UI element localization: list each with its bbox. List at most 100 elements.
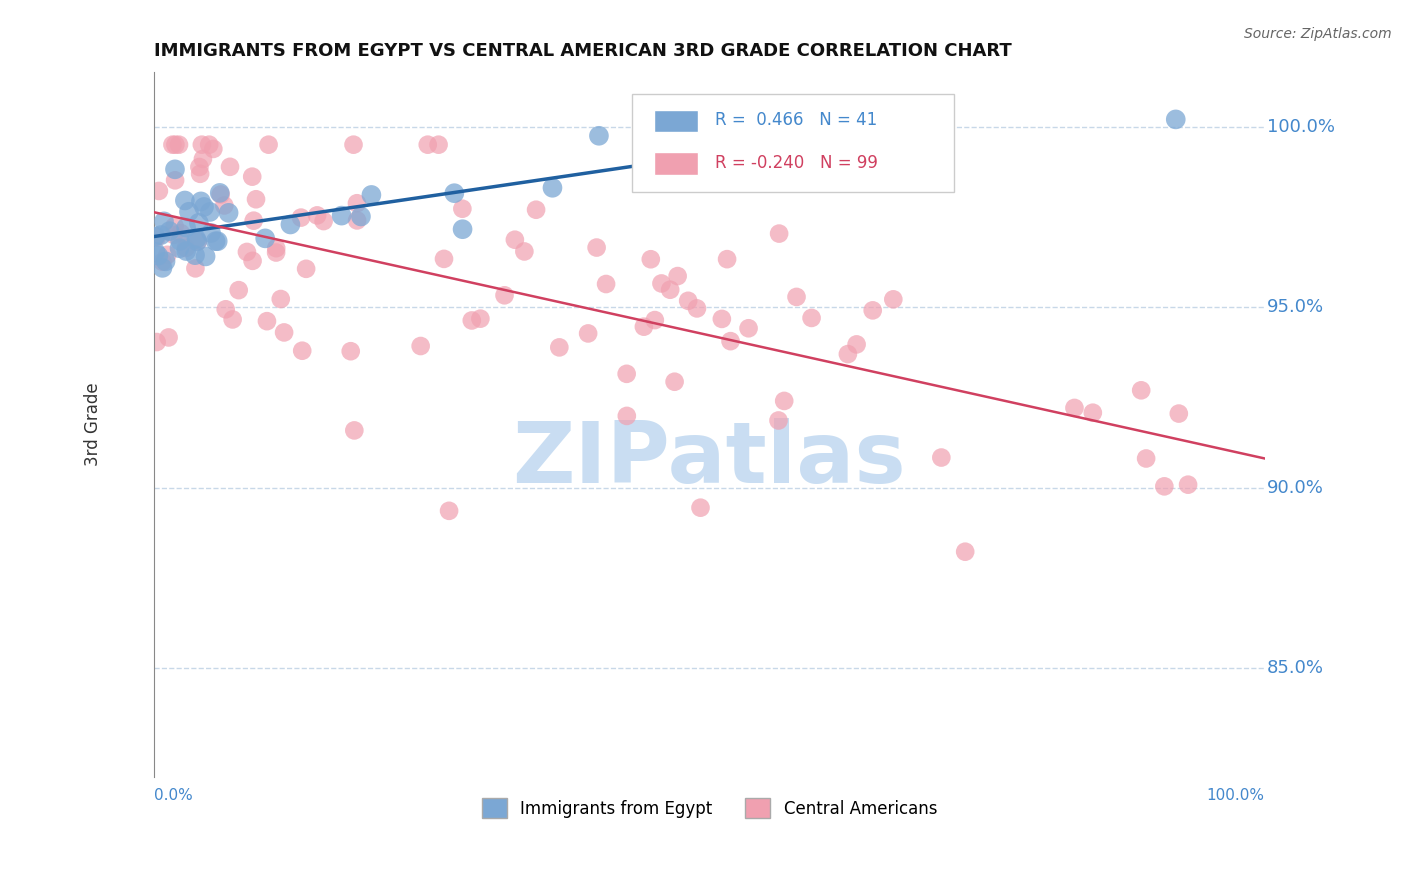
Point [768,227,790,241]
Point [494,288,516,302]
Point [184,261,207,276]
Point [186,235,208,249]
Point [209,187,232,202]
Point [1177,477,1199,491]
Point [295,261,318,276]
Point [202,142,225,156]
Point [159,224,181,238]
Point [257,137,280,152]
Point [207,234,229,248]
Point [153,214,176,228]
Point [650,277,672,291]
Point [548,340,571,354]
Point [330,209,353,223]
Point [576,326,599,341]
Point [191,137,214,152]
FancyBboxPatch shape [631,94,953,192]
Point [953,545,976,559]
Point [174,241,197,255]
Point [800,310,823,325]
Point [191,152,214,166]
Point [451,202,474,216]
Point [163,227,186,242]
Point [1081,406,1104,420]
Text: R =  0.466   N = 41: R = 0.466 N = 41 [716,112,877,129]
Point [145,230,167,244]
Text: IMMIGRANTS FROM EGYPT VS CENTRAL AMERICAN 3RD GRADE CORRELATION CHART: IMMIGRANTS FROM EGYPT VS CENTRAL AMERICA… [155,42,1012,60]
Text: 100.0%: 100.0% [1206,788,1264,803]
Point [198,137,221,152]
Point [346,213,368,227]
Point [773,393,796,408]
Point [342,137,364,152]
Point [228,283,250,297]
Point [737,321,759,335]
Point [148,184,170,198]
Point [433,252,456,266]
Point [186,232,208,246]
Point [346,196,368,211]
Point [245,192,267,206]
Point [666,269,689,284]
Point [416,137,439,152]
Point [256,314,278,328]
Point [184,248,207,262]
Text: ZIPatlas: ZIPatlas [513,418,907,501]
Point [443,186,465,201]
Point [156,248,179,262]
Point [786,290,808,304]
Legend: Immigrants from Egypt, Central Americans: Immigrants from Egypt, Central Americans [475,791,943,825]
Point [219,160,242,174]
Point [1063,401,1085,415]
Text: 0.0%: 0.0% [155,788,193,803]
Point [165,173,187,187]
Point [350,210,373,224]
FancyBboxPatch shape [654,152,699,175]
Text: 100.0%: 100.0% [1267,118,1334,136]
Point [242,253,264,268]
Point [768,413,790,427]
Point [931,450,953,465]
Point [461,313,484,327]
Point [218,206,240,220]
Point [200,226,222,240]
Point [198,205,221,219]
Point [157,330,180,344]
Point [273,326,295,340]
Point [162,137,184,152]
Point [664,375,686,389]
Point [169,234,191,248]
Point [513,244,536,259]
Point [221,312,243,326]
Point [240,169,263,184]
Point [163,219,186,234]
Point [343,424,366,438]
Point [290,211,312,225]
Point [668,145,690,160]
Point [150,228,173,243]
Point [148,249,170,263]
Point [254,231,277,245]
FancyBboxPatch shape [654,110,699,132]
Point [595,277,617,291]
Point [1153,479,1175,493]
Text: 90.0%: 90.0% [1267,479,1323,497]
Point [862,303,884,318]
Point [190,194,212,209]
Point [242,213,264,227]
Point [882,293,904,307]
Point [145,334,167,349]
Point [280,218,302,232]
Point [173,194,195,208]
Point [716,252,738,267]
Point [155,254,177,268]
Point [215,302,238,317]
Point [720,334,742,348]
Text: 3rd Grade: 3rd Grade [84,383,103,467]
Point [689,500,711,515]
Point [503,233,526,247]
Point [585,241,607,255]
Point [710,312,733,326]
Point [1135,451,1157,466]
Point [678,128,700,143]
